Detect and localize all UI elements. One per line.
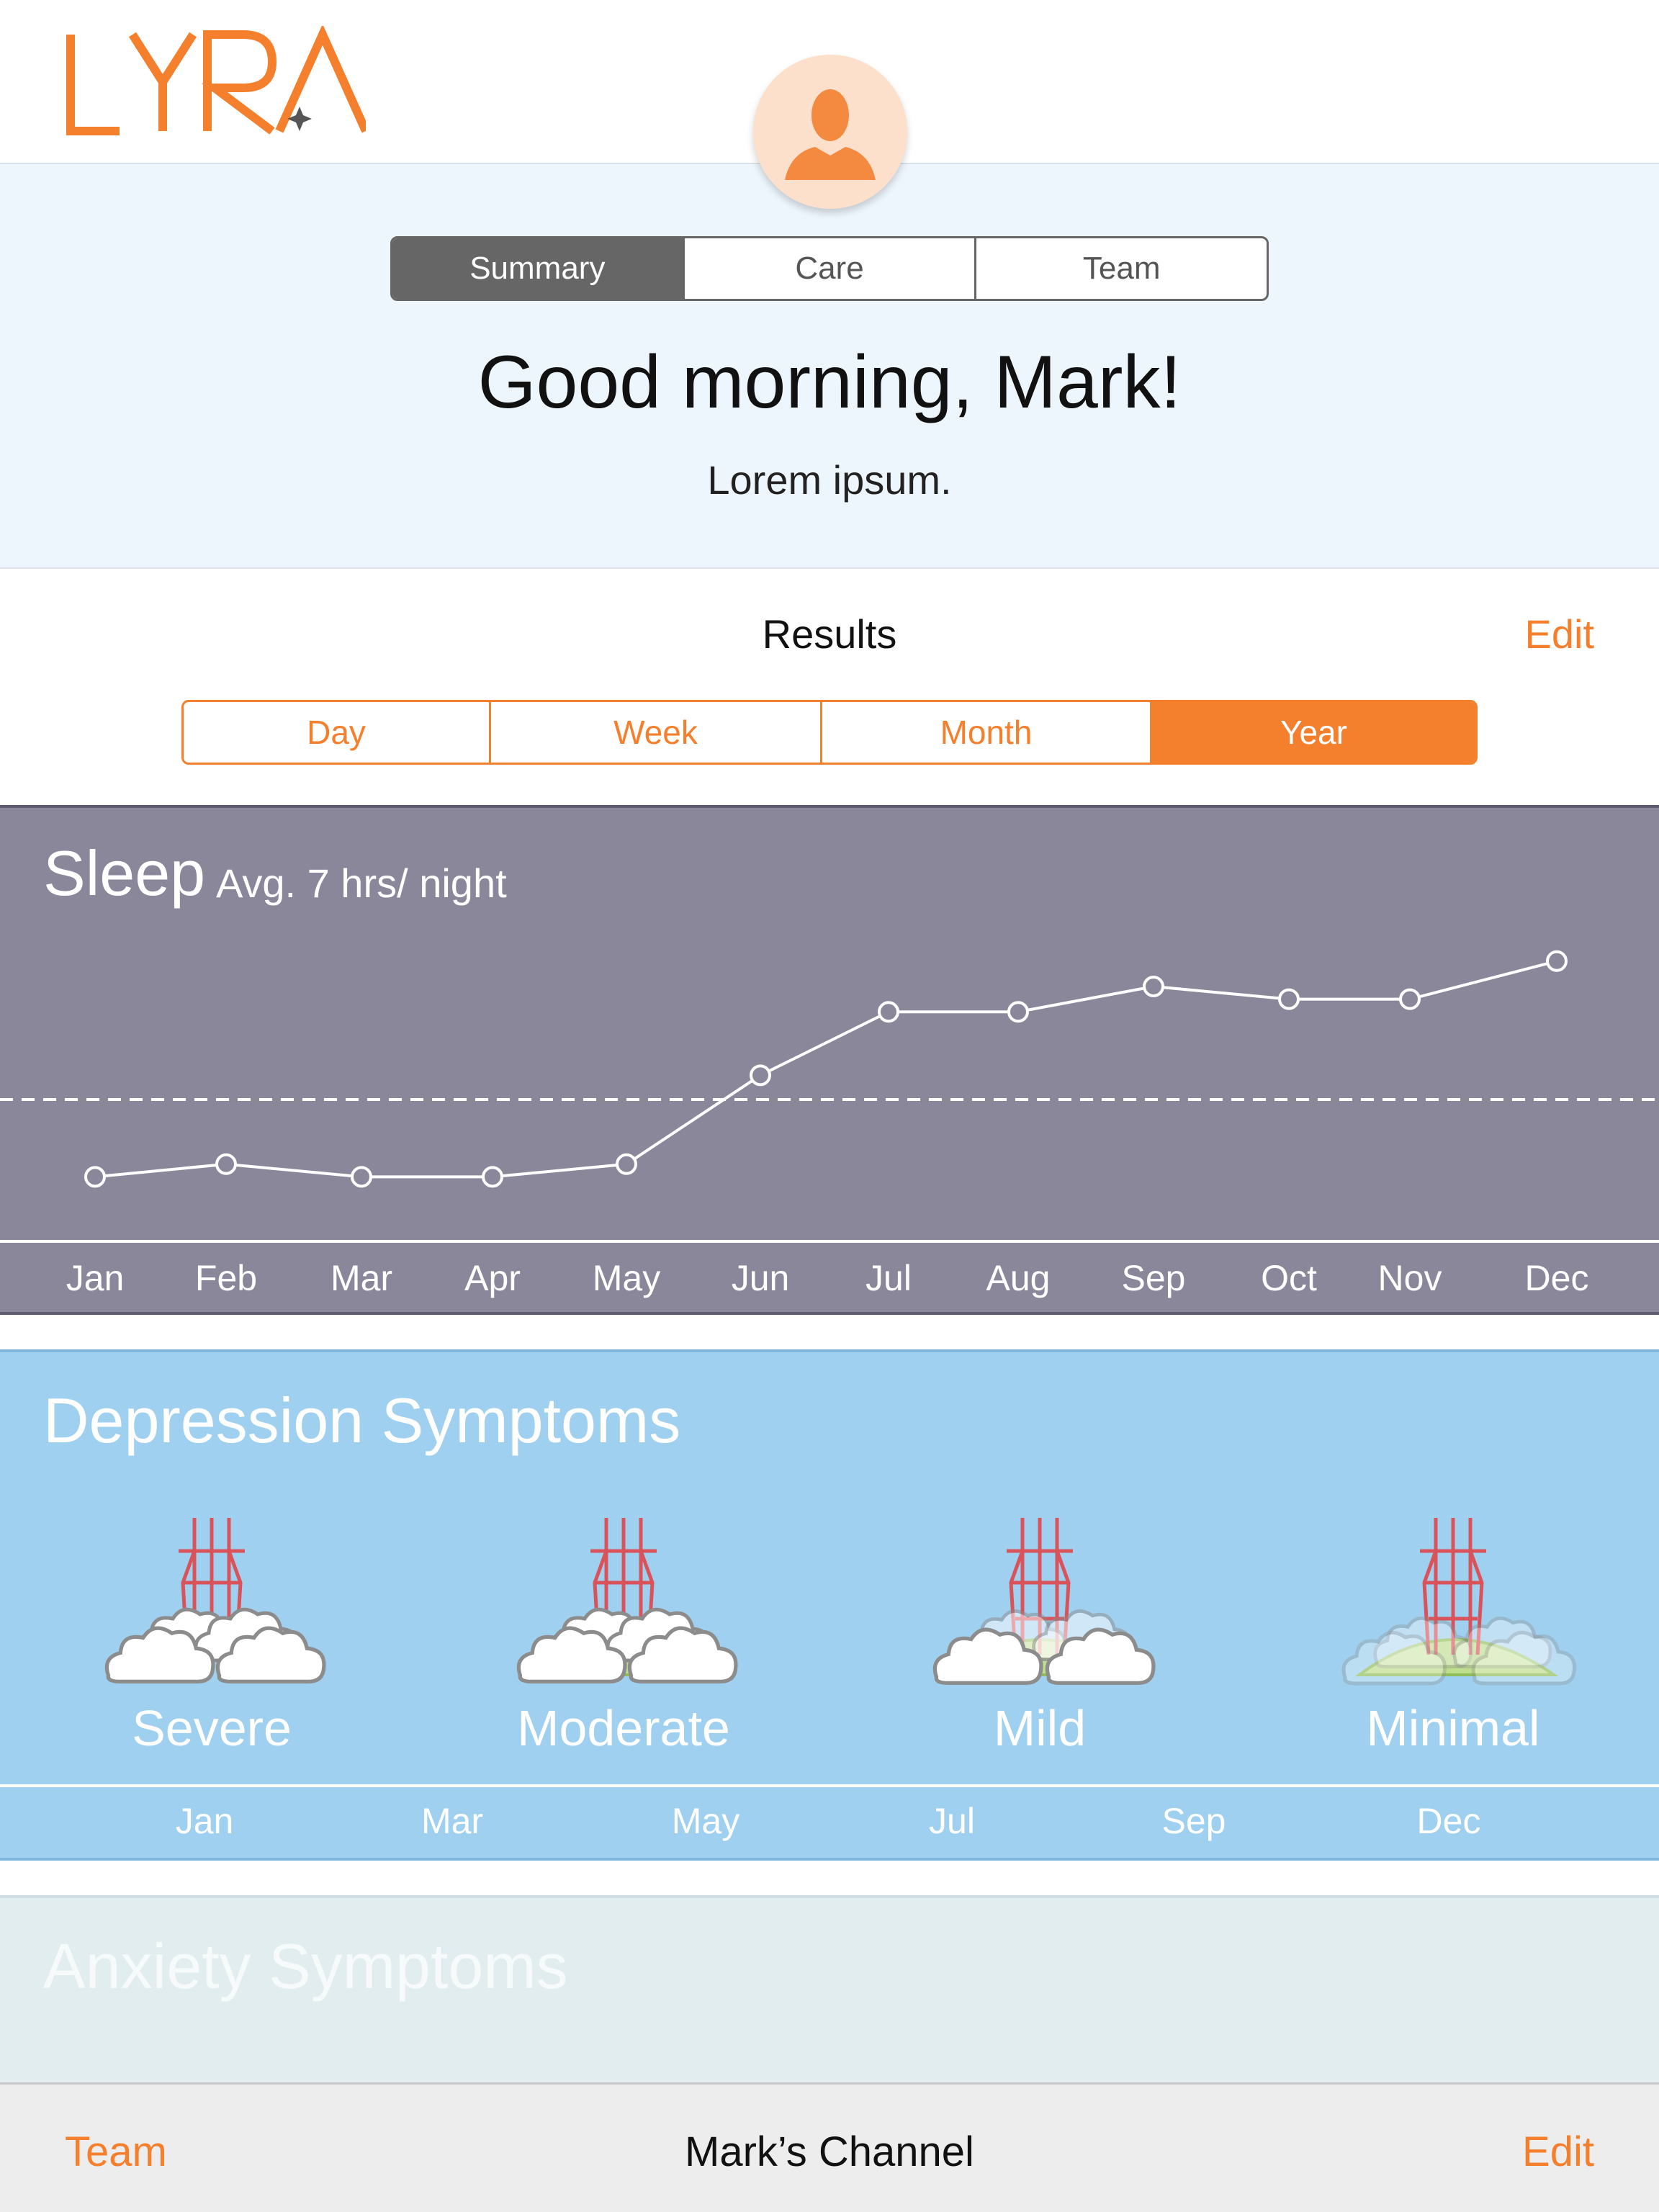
range-week[interactable]: Week [489, 702, 820, 763]
main-tab-control: Summary Care Team [390, 236, 1269, 301]
sleep-data-point [750, 1064, 771, 1087]
sleep-series-line [94, 959, 1557, 1179]
anxiety-card[interactable]: Anxiety Symptoms [0, 1895, 1659, 2082]
depression-month-label: Dec [1416, 1801, 1481, 1841]
depression-month-label: Sep [1161, 1801, 1226, 1841]
sutro-tower-icon [1341, 1518, 1577, 1686]
sleep-title: Sleep [43, 837, 206, 909]
x-tick-label: May [593, 1258, 660, 1298]
x-tick-label: Aug [986, 1258, 1051, 1298]
depression-level-label: Minimal [1366, 1700, 1540, 1756]
tab-team[interactable]: Team [974, 238, 1267, 299]
sleep-data-point [351, 1166, 372, 1188]
sleep-average: Avg. 7 hrs/ night [216, 860, 507, 906]
x-tick-label: Jul [866, 1258, 912, 1298]
depression-level-label: Severe [132, 1700, 292, 1756]
depression-level-moderate[interactable]: Moderate [494, 1511, 753, 1777]
depression-level-label: Moderate [517, 1700, 730, 1756]
channel-title: Mark’s Channel [685, 2128, 974, 2175]
tab-summary[interactable]: Summary [392, 238, 683, 299]
x-tick-label: Jan [66, 1258, 125, 1298]
depression-level-minimal[interactable]: Minimal [1323, 1511, 1583, 1777]
team-button[interactable]: Team [65, 2128, 167, 2175]
user-avatar[interactable] [753, 55, 907, 209]
sleep-data-point [215, 1153, 237, 1175]
depression-level-mild[interactable]: Mild [910, 1511, 1169, 1777]
depression-month-label: Jan [175, 1801, 234, 1841]
range-year[interactable]: Year [1150, 702, 1475, 763]
sleep-data-point [1546, 950, 1568, 972]
sutro-tower-icon [516, 1518, 738, 1684]
depression-card: Depression Symptoms Severe [0, 1349, 1659, 1861]
depression-level-label: Mild [993, 1700, 1087, 1756]
x-tick-label: Mar [331, 1258, 392, 1298]
sutro-tower-icon [932, 1518, 1156, 1686]
depression-month-label: Jul [929, 1801, 975, 1841]
sleep-data-point [1143, 976, 1164, 997]
depression-level-severe[interactable]: Severe [82, 1511, 341, 1777]
x-tick-label: Jun [732, 1258, 790, 1298]
range-day[interactable]: Day [307, 714, 366, 751]
greeting-heading: Good morning, Mark! [477, 341, 1182, 424]
x-tick-label: Oct [1261, 1258, 1317, 1298]
sleep-data-point [878, 1001, 899, 1023]
results-title: Results [762, 611, 897, 657]
edit-button[interactable]: Edit [1522, 2128, 1594, 2175]
sleep-data-point [1278, 988, 1300, 1010]
greeting-subtitle: Lorem ipsum. [707, 457, 952, 503]
time-range-control: Day Week Month Year [181, 700, 1478, 765]
sleep-card: Sleep Avg. 7 hrs/ night Jan Feb Mar Apr May J… [0, 805, 1659, 1315]
depression-title: Depression Symptoms [43, 1385, 681, 1456]
sleep-data-point [616, 1153, 637, 1175]
sleep-chart: Jan Feb Mar Apr May Jun Jul Aug Sep Oct Nov Dec [0, 950, 1659, 1298]
depression-month-label: Mar [421, 1801, 484, 1841]
person-icon [785, 89, 876, 180]
depression-axis [0, 1784, 1659, 1787]
results-header: Results Edit Day Week Month Year [0, 569, 1659, 805]
depression-month-label: May [671, 1801, 740, 1841]
range-month[interactable]: Month [820, 702, 1150, 763]
x-tick-label: Nov [1378, 1258, 1442, 1298]
results-edit-button[interactable]: Edit [1524, 611, 1595, 657]
x-tick-label: Feb [195, 1258, 257, 1298]
sleep-data-point [1007, 1001, 1029, 1023]
greeting-panel: Summary Care Team Good morning, Mark! Lo… [0, 164, 1659, 569]
sleep-data-point [482, 1166, 503, 1188]
sleep-data-point [1399, 988, 1421, 1010]
x-tick-label: Apr [464, 1258, 521, 1298]
tab-care[interactable]: Care [682, 238, 975, 299]
x-tick-label: Sep [1122, 1258, 1186, 1298]
x-tick-label: Dec [1525, 1258, 1589, 1298]
sutro-tower-icon [104, 1518, 326, 1684]
anxiety-title: Anxiety Symptoms [43, 1930, 568, 2002]
lyra-logo [66, 26, 366, 135]
sleep-data-point [84, 1166, 106, 1188]
bottom-bar: Team Mark’s Channel Edit [0, 2082, 1659, 2212]
